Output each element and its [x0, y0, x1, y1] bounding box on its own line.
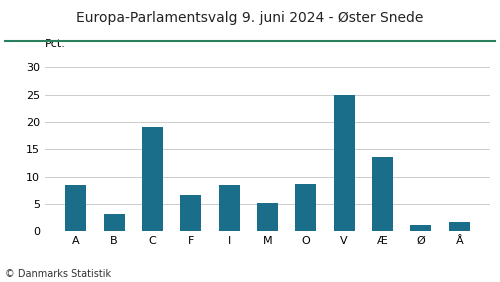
Bar — [410, 225, 432, 231]
Bar — [142, 127, 163, 231]
Bar — [334, 95, 354, 231]
Text: © Danmarks Statistik: © Danmarks Statistik — [5, 269, 111, 279]
Bar — [448, 222, 470, 231]
Bar — [372, 157, 393, 231]
Bar — [180, 195, 202, 231]
Bar — [257, 203, 278, 231]
Bar — [104, 214, 124, 231]
Text: Europa-Parlamentsvalg 9. juni 2024 - Øster Snede: Europa-Parlamentsvalg 9. juni 2024 - Øst… — [76, 11, 424, 25]
Bar — [65, 185, 86, 231]
Bar — [296, 184, 316, 231]
Bar — [218, 185, 240, 231]
Text: Pct.: Pct. — [45, 39, 66, 49]
